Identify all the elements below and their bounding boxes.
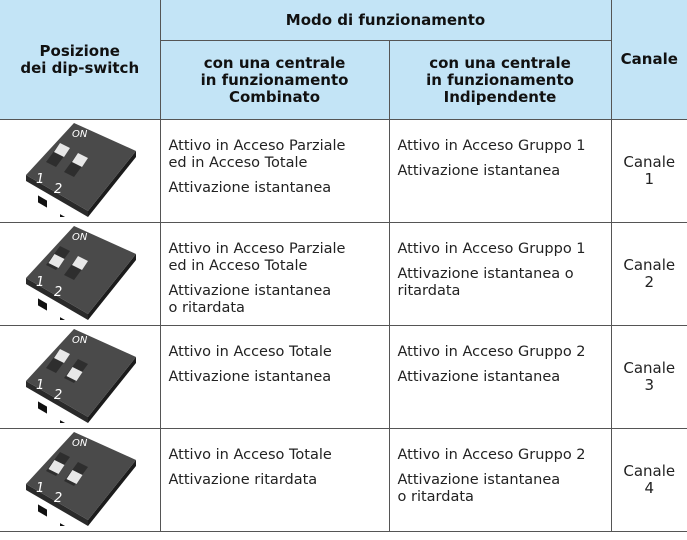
combined-cell: Attivo in Acceso Totale Attivazione ritar… <box>159 428 390 532</box>
switch-lever <box>48 253 65 268</box>
channel-cell: Canale 1 <box>610 119 687 223</box>
table-row: ON 1 2 Attivo in Acceso Totale Attivazione i… <box>0 325 687 432</box>
cell-text: Attivo in Acceso Totale <box>168 447 332 463</box>
switch-lever <box>48 459 65 474</box>
cell-text: Attivo in Acceso Parziale ed in Acceso T… <box>168 241 346 274</box>
cell-text: Attivo in Acceso Gruppo 1 <box>397 241 586 257</box>
switch-cell: ON 1 2 <box>0 222 161 329</box>
cell-text: Attivazione istantanea o ritardata <box>397 266 574 299</box>
cell-text: Attivazione ritardata <box>168 472 318 488</box>
switch-label: 2 <box>54 491 62 506</box>
table-row: ON 1 2 Attivo in Acceso Parziale ed in Acce… <box>0 119 687 226</box>
switch-label: 2 <box>54 388 62 403</box>
switch-lever <box>53 348 70 363</box>
cell-content: Attivo in Acceso Gruppo 1 Attivazione ist… <box>390 223 611 300</box>
cell-content: Attivo in Acceso Gruppo 2 Attivazione ist… <box>390 429 611 506</box>
header-group: Modo di funzionamento <box>159 0 612 41</box>
table-row: ON 1 2 Attivo in Acceso Parziale ed in Acce… <box>0 222 687 329</box>
independent-cell: Attivo in Acceso Gruppo 2 Attivazione ist… <box>388 428 612 532</box>
combined-cell: Attivo in Acceso Totale Attivazione istan… <box>159 325 390 429</box>
switch-label: 1 <box>36 172 44 187</box>
switch-side <box>25 380 88 423</box>
switch-pin <box>59 419 69 432</box>
switch-front <box>87 459 136 526</box>
switch-side <box>25 174 88 217</box>
switch-lever <box>66 366 83 381</box>
cell-text: Attivazione istantanea <box>168 369 332 385</box>
switch-cell: ON 1 2 <box>0 119 161 226</box>
dip-switch: ON 12 <box>25 122 136 226</box>
cell-content: Attivo in Acceso Gruppo 2 Attivazione ist… <box>390 326 611 386</box>
dip-switch: ON 12 <box>25 328 136 432</box>
switch-pin <box>37 503 47 517</box>
switch-lever <box>53 142 70 157</box>
cell-content: Attivo in Acceso Totale Attivazione ritar… <box>161 429 389 489</box>
switch-pin <box>37 194 47 208</box>
header-combined: con una centrale in funzionamento Combin… <box>160 40 390 120</box>
switch-lever <box>66 469 83 484</box>
switch-label: ON <box>72 129 88 140</box>
switch-side <box>25 483 88 526</box>
cell-text: Attivo in Acceso Gruppo 1 <box>397 138 586 154</box>
cell-text: Attivo in Acceso Parziale ed in Acceso T… <box>168 138 346 171</box>
switch-lever <box>71 152 88 167</box>
cell-content: Attivo in Acceso Parziale ed in Acceso T… <box>161 223 389 317</box>
switch-label: 2 <box>54 182 62 197</box>
header-channel: Canale <box>610 0 687 120</box>
cell-text: Attivo in Acceso Gruppo 2 <box>397 447 586 463</box>
cell-text: Attivo in Acceso Totale <box>168 344 332 360</box>
table-row: ON 1 2 Attivo in Acceso Totale Attivazione r… <box>0 428 687 535</box>
dip-switch: ON 12 <box>25 225 136 329</box>
header-independent: con una centrale in funzionamento Indipe… <box>388 40 612 120</box>
cell-text: Attivo in Acceso Gruppo 2 <box>397 344 586 360</box>
cell-text: Attivazione istantanea o ritardata <box>397 472 561 505</box>
combined-cell: Attivo in Acceso Parziale ed in Acceso T… <box>159 222 390 326</box>
switch-lever <box>71 255 88 270</box>
switch-label: 1 <box>36 275 44 290</box>
switch-label: ON <box>72 438 88 449</box>
combined-cell: Attivo in Acceso Parziale ed in Acceso T… <box>159 119 390 223</box>
switch-label: 2 <box>54 285 62 300</box>
switch-front <box>87 356 136 423</box>
cell-text: Attivazione istantanea <box>168 180 332 196</box>
independent-cell: Attivo in Acceso Gruppo 1 Attivazione ist… <box>388 119 612 223</box>
switch-pin <box>59 316 69 329</box>
cell-content: Attivo in Acceso Parziale ed in Acceso T… <box>161 120 389 197</box>
switch-label: 1 <box>36 481 44 496</box>
independent-cell: Attivo in Acceso Gruppo 2 Attivazione ist… <box>388 325 612 429</box>
cell-text: Attivazione istantanea o ritardata <box>168 283 332 316</box>
switch-pin <box>59 213 69 226</box>
cell-text: Attivazione istantanea <box>397 163 561 179</box>
switch-cell: ON 1 2 <box>0 428 161 535</box>
switch-label: ON <box>72 335 88 346</box>
switch-front <box>87 150 136 217</box>
header-position: Posizione dei dip-switch <box>0 0 161 120</box>
switch-pin <box>59 522 69 535</box>
switch-label: 1 <box>36 378 44 393</box>
channel-cell: Canale 2 <box>610 222 687 326</box>
switch-cell: ON 1 2 <box>0 325 161 432</box>
dip-switch: ON 12 <box>25 431 136 535</box>
cell-text: Attivazione istantanea <box>397 369 561 385</box>
switch-label: ON <box>72 232 88 243</box>
cell-content: Attivo in Acceso Gruppo 1 Attivazione ist… <box>390 120 611 180</box>
table-body: ON 1 2 Attivo in Acceso Parziale ed in Acce… <box>0 119 687 535</box>
channel-cell: Canale 4 <box>610 428 687 532</box>
channel-cell: Canale 3 <box>610 325 687 429</box>
independent-cell: Attivo in Acceso Gruppo 1 Attivazione ist… <box>388 222 612 326</box>
switch-pin <box>37 400 47 414</box>
switch-side <box>25 277 88 320</box>
switch-front <box>87 253 136 320</box>
cell-content: Attivo in Acceso Totale Attivazione istan… <box>161 326 389 386</box>
switch-pin <box>37 297 47 311</box>
